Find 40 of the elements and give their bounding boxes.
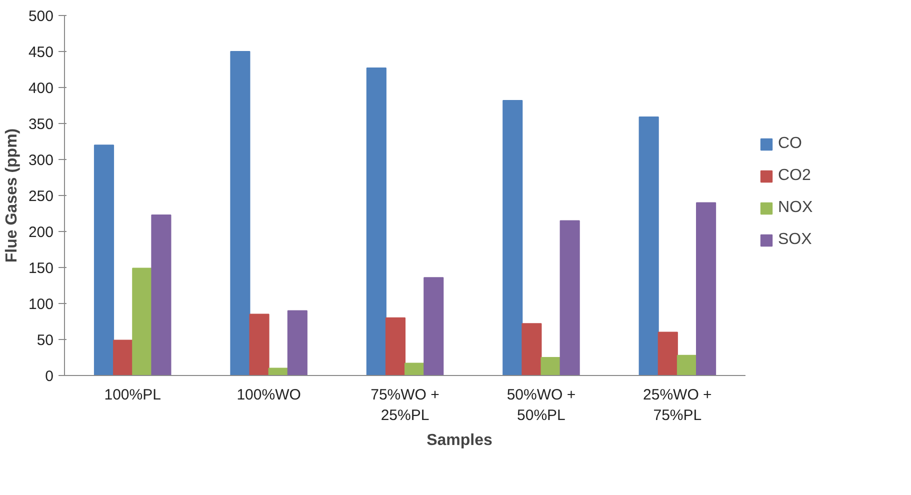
y-tick-label: 100 [28, 296, 54, 313]
bar [696, 202, 716, 376]
x-tick-label: 50%WO + 50%PL [506, 386, 576, 424]
y-tick-label: 250 [28, 188, 54, 205]
legend-label: SOX [778, 231, 812, 249]
x-tick-label: 25%WO + 75%PL [643, 386, 712, 424]
bar [676, 354, 697, 376]
legend-label: NOX [778, 199, 813, 217]
bar [424, 277, 444, 376]
bar [638, 116, 659, 376]
y-tick-label: 150 [28, 260, 54, 277]
bar [113, 340, 134, 376]
y-tick-label: 400 [28, 80, 54, 97]
y-tick-label: 0 [45, 368, 54, 385]
x-tick-label: 100%PL [104, 386, 161, 404]
y-tick-label: 350 [28, 116, 54, 133]
bar [560, 220, 580, 376]
y-axis-title: Flue Gases (ppm) [3, 128, 20, 263]
bar [502, 100, 523, 376]
bar [230, 51, 250, 376]
bar [540, 357, 561, 376]
x-tick-label: 75%WO + 25%PL [370, 386, 440, 424]
y-tick-label: 50 [36, 332, 54, 349]
y-tick-label: 500 [28, 8, 54, 25]
bar [287, 310, 308, 376]
y-tick-label: 300 [28, 152, 54, 169]
legend-label: CO2 [778, 167, 811, 185]
bar [151, 214, 172, 376]
y-tick-label: 200 [28, 224, 54, 241]
bar [366, 68, 386, 376]
bar [94, 144, 114, 376]
bar [658, 332, 678, 376]
bar [132, 268, 152, 376]
bar [385, 317, 406, 376]
legend-label: CO [778, 135, 802, 153]
bar [522, 323, 542, 376]
bar [249, 314, 270, 376]
x-tick-label: 100%WO [236, 386, 301, 404]
x-axis-title: Samples [426, 432, 493, 449]
y-tick-label: 450 [28, 44, 54, 61]
